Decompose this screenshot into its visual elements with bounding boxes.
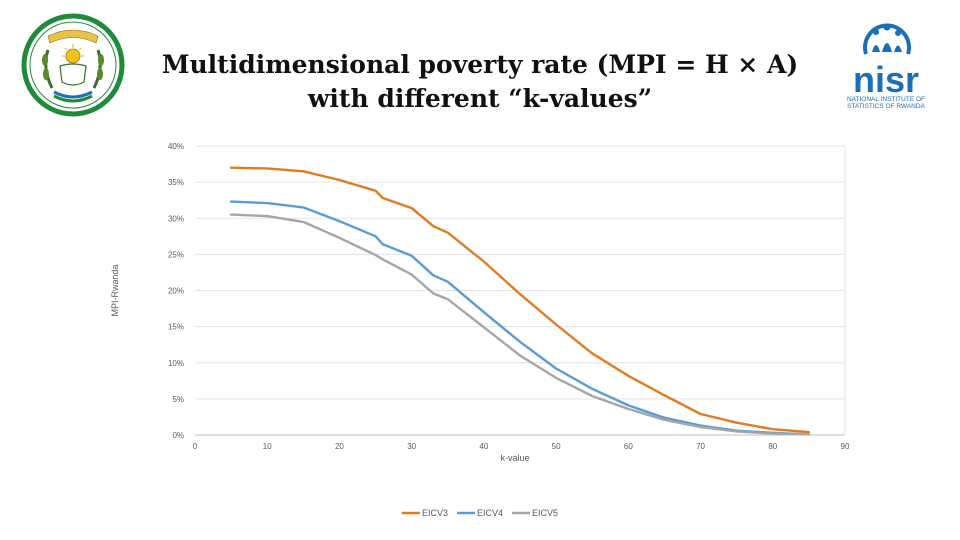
y-tick-label: 0% [172,431,184,440]
y-tick-label: 20% [168,287,184,296]
nisr-subtitle-line1: NATIONAL INSTITUTE OF [847,96,925,103]
y-tick-label: 5% [172,395,184,404]
legend-label-eicv3: EICV3 [422,508,448,518]
legend-label-eicv5: EICV5 [532,508,558,518]
y-axis-title: MPI-Rwanda [110,264,120,316]
nisr-wordmark: nisr [853,59,919,100]
series-line-eicv4 [229,200,811,436]
y-tick-label: 15% [168,323,184,332]
x-tick-label: 20 [335,442,344,451]
slide-title: Multidimensional poverty rate (MPI = H ×… [130,48,830,116]
x-tick-label: 60 [624,442,633,451]
x-tick-label: 90 [841,442,850,451]
rwanda-coat-of-arms-icon [18,10,128,120]
x-tick-label: 30 [407,442,416,451]
y-tick-label: 25% [168,250,184,259]
x-tick-label: 0 [193,442,198,451]
x-tick-label: 70 [696,442,705,451]
x-tick-label: 80 [768,442,777,451]
slide-title-line1: Multidimensional poverty rate (MPI = H ×… [161,50,799,79]
y-tick-label: 35% [168,178,184,187]
chart-legend: EICV3 EICV4 EICV5 [402,508,558,518]
x-tick-label: 40 [479,442,488,451]
y-tick-label: 40% [168,142,184,151]
series-line-eicv5 [229,213,811,436]
nisr-logo: nisr NATIONAL INSTITUTE OF STATISTICS OF… [836,12,936,122]
slide-title-line2: with different “k-values” [307,84,653,113]
x-axis-title: k-value [500,453,529,463]
x-tick-label: 10 [263,442,272,451]
series-line-eicv3 [229,166,811,434]
x-tick-label: 50 [552,442,561,451]
legend-label-eicv4: EICV4 [477,508,503,518]
nisr-subtitle-line2: STATISTICS OF RWANDA [847,103,925,110]
y-tick-label: 10% [168,359,184,368]
y-tick-label: 30% [168,214,184,223]
